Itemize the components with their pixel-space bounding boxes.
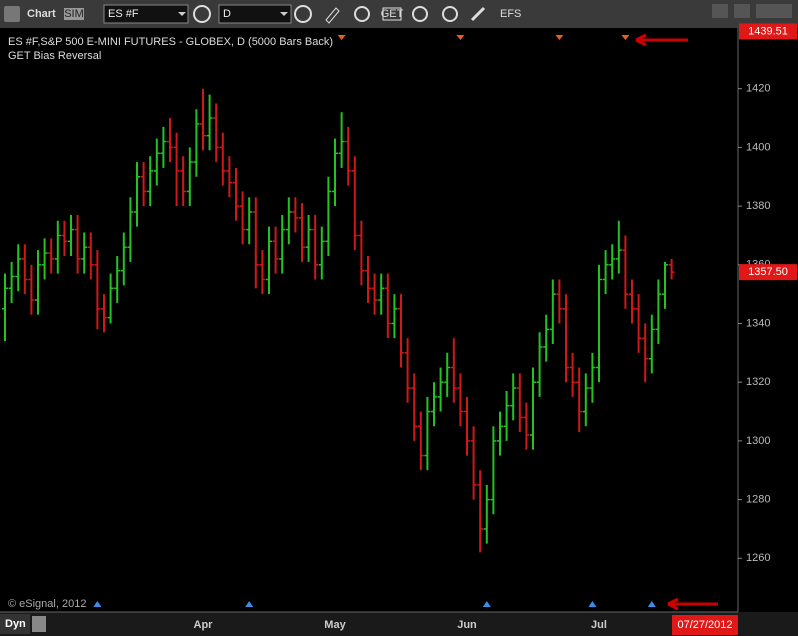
date-label: 07/27/2012 [677, 619, 732, 631]
buy-signal [482, 601, 491, 607]
interval-box[interactable] [218, 4, 292, 24]
dyn-button[interactable] [0, 614, 30, 634]
tool-icon[interactable] [470, 6, 486, 22]
close-button[interactable] [756, 4, 792, 18]
x-tick-label: May [324, 619, 346, 631]
y-tick-label: 1280 [746, 493, 770, 505]
buy-signal [93, 601, 102, 607]
plot-area [0, 28, 738, 612]
x-tick-label: Apr [194, 619, 214, 631]
window-title: Chart [27, 8, 56, 20]
x-tick-label: Jul [591, 619, 607, 631]
chart-icon [4, 6, 20, 22]
y-tick-label: 1340 [746, 317, 770, 329]
draw-icon[interactable] [325, 7, 340, 24]
interval: D [223, 8, 231, 20]
y-tick-label: 1400 [746, 141, 770, 153]
buy-signal [647, 601, 656, 607]
minimize[interactable] [712, 4, 728, 18]
buy-signal [588, 601, 597, 607]
date-box [672, 615, 738, 635]
settings-icon[interactable] [193, 5, 211, 23]
price-box [739, 264, 797, 281]
sim-text: SIM [64, 8, 84, 20]
price-box [739, 23, 797, 40]
sell-signal [555, 35, 564, 40]
y-tick-label: 1320 [746, 376, 770, 388]
annotation-arrow [635, 33, 688, 47]
sim-badge [64, 8, 84, 20]
symbol: ES #F [108, 8, 139, 20]
dyn-label: Dyn [5, 618, 26, 630]
get-icon[interactable] [382, 7, 402, 21]
y-tick-label: 1420 [746, 83, 770, 95]
y-tick-label: 1300 [746, 435, 770, 447]
sell-signal [456, 35, 465, 40]
symbol-box[interactable] [103, 4, 189, 24]
time-icon[interactable] [294, 5, 312, 23]
price-label: 1439.51 [748, 25, 788, 37]
buy-signal [245, 601, 254, 607]
y-tick-label: 1380 [746, 200, 770, 212]
refresh-icon[interactable] [354, 6, 370, 22]
efs-text: EFS [500, 8, 521, 20]
study-name: GET Bias Reversal [8, 50, 101, 62]
play-icon[interactable] [412, 6, 428, 22]
maximize[interactable] [734, 4, 750, 18]
clock-icon[interactable] [442, 6, 458, 22]
x-tick-label: Jun [457, 619, 477, 631]
copyright: © eSignal, 2012 [8, 598, 86, 610]
dropdown-arrow [280, 12, 288, 16]
sell-signal [621, 35, 630, 40]
y-tick-label: 1260 [746, 552, 770, 564]
annotation-arrow [667, 597, 718, 611]
x-axis-strip [0, 612, 798, 636]
get-text: GET [381, 8, 404, 20]
sell-signal [337, 35, 346, 40]
lock-icon[interactable] [32, 616, 46, 632]
dropdown-arrow [178, 12, 186, 16]
chart-title: ES #F,S&P 500 E-MINI FUTURES - GLOBEX, D… [8, 36, 333, 48]
price-label: 1357.50 [748, 266, 788, 278]
